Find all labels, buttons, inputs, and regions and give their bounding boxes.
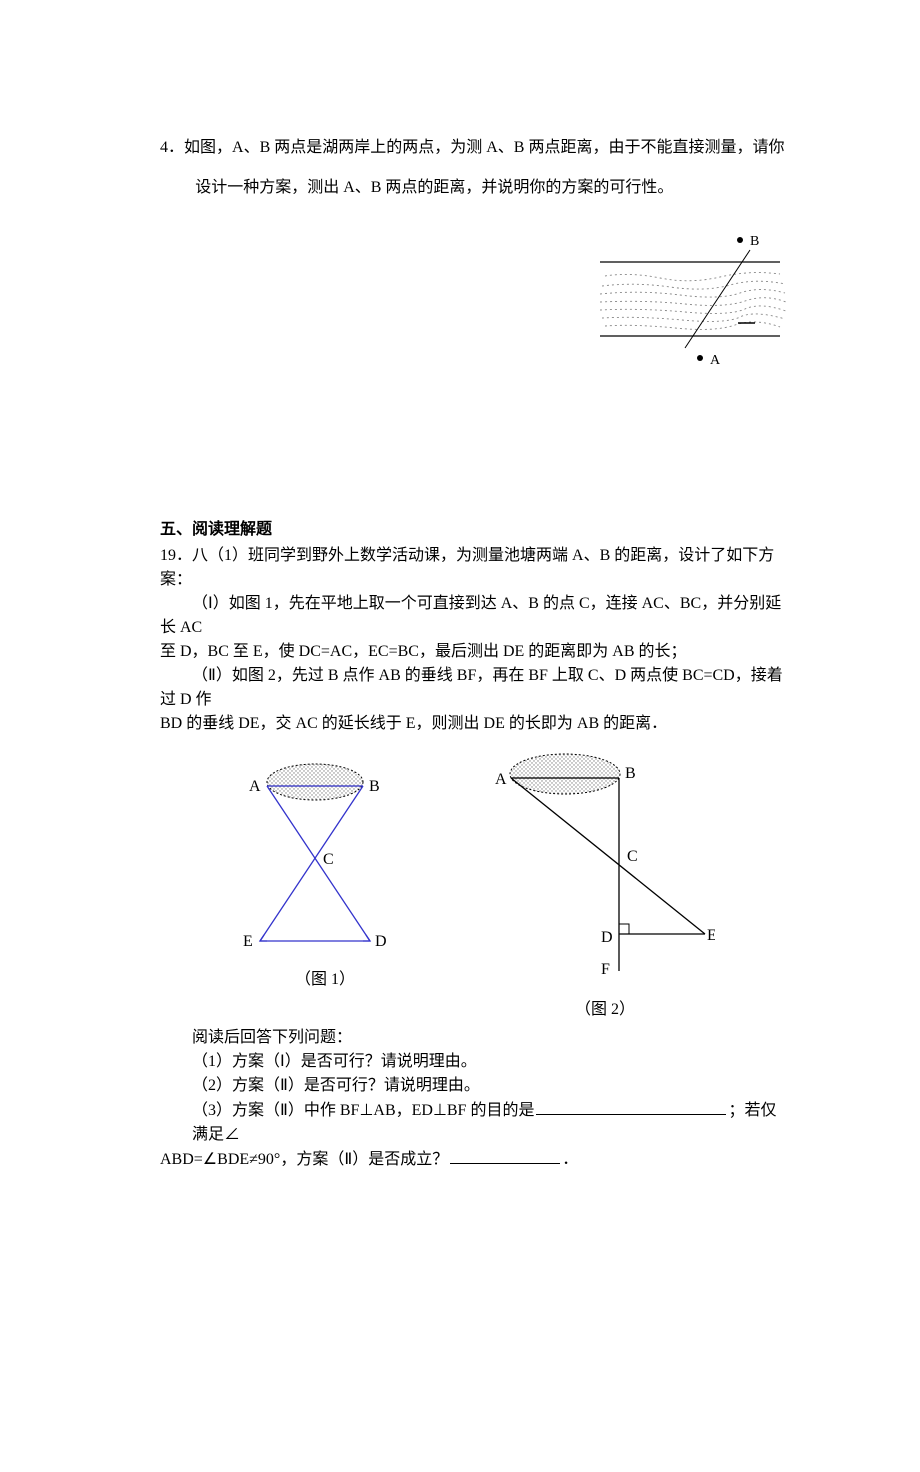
figure-1-caption: （图 1） [235,968,415,992]
fig2-label-F: F [601,961,610,978]
q19-sub3-d: ． [562,1151,578,1168]
q19-sub3-c: ABD=∠BDE≠90°，方案（Ⅱ）是否成立？ [160,1151,448,1168]
q19-sub3-a: （3）方案（Ⅱ）中作 BF⊥AB，ED⊥BF 的目的是 [192,1102,534,1119]
fig2-label-B: B [625,765,636,782]
q19-scheme1a: （Ⅰ）如图 1，先在平地上取一个可直接到达 A、B 的点 C，连接 AC、BC，… [160,592,790,640]
q19-scheme1b: 至 D，BC 至 E，使 DC=AC，EC=BC，最后测出 DE 的距离即为 A… [160,640,790,664]
fig1-label-A: A [249,778,261,795]
q19-read-prompt: 阅读后回答下列问题： [160,1026,790,1050]
q4-line2: 设计一种方案，测出 A、B 两点的距离，并说明你的方案的可行性。 [160,176,790,200]
figure-1-diagram: A B C D E [235,746,415,956]
q19-sub2: （2）方案（Ⅱ）是否可行？请说明理由。 [160,1074,790,1098]
q4-line1: 4．如图，A、B 两点是湖两岸上的两点，为测 A、B 两点距离，由于不能直接测量… [160,136,790,160]
q19-sub1: （1）方案（Ⅰ）是否可行？请说明理由。 [160,1050,790,1074]
section-5-heading: 五、阅读理解题 [160,518,790,542]
fig2-label-C: C [627,848,638,865]
fig2-label-E: E [707,927,715,944]
fig1-label-C: C [323,851,334,868]
q19-scheme2a: （Ⅱ）如图 2，先过 B 点作 AB 的垂线 BF，再在 BF 上取 C、D 两… [160,664,790,712]
blank-2 [450,1147,560,1164]
fig1-label-E: E [243,933,253,950]
fig2-label-A: A [495,771,507,788]
figure-2-caption: （图 2） [495,998,715,1022]
fig1-label-B: B [369,778,380,795]
q4-figure-wrap: A B [160,228,790,378]
blank-1 [536,1098,726,1115]
q19-sub3-line1: （3）方案（Ⅱ）中作 BF⊥AB，ED⊥BF 的目的是；若仅满足∠ [160,1098,790,1147]
label-A: A [710,353,721,368]
q19-number: 19． [160,547,192,564]
question-19: 19．八（1）班同学到野外上数学活动课，为测量池塘两端 A、B 的距离，设计了如… [160,544,790,1172]
figure-2-col: A B C D E F （图 2） [495,746,715,1022]
q19-intro-text: 八（1）班同学到野外上数学活动课，为测量池塘两端 A、B 的距离，设计了如下方案… [160,547,774,588]
q19-scheme2b: BD 的垂线 DE，交 AC 的延长线于 E，则测出 DE 的长即为 AB 的距… [160,712,790,736]
label-B: B [750,234,759,249]
q4-number: 4． [160,139,184,156]
q19-figures: A B C D E （图 1） [160,746,790,1022]
q4-text-line1: 如图，A、B 两点是湖两岸上的两点，为测 A、B 两点距离，由于不能直接测量，请… [184,139,784,156]
lake-diagram: A B [590,228,790,378]
figure-2-diagram: A B C D E F [495,746,715,986]
figure-1-col: A B C D E （图 1） [235,746,415,1022]
question-4: 4．如图，A、B 两点是湖两岸上的两点，为测 A、B 两点距离，由于不能直接测量… [160,136,790,200]
fig1-label-D: D [375,933,387,950]
q19-intro-line: 19．八（1）班同学到野外上数学活动课，为测量池塘两端 A、B 的距离，设计了如… [160,544,790,592]
fig2-label-D: D [601,929,613,946]
q19-questions: 阅读后回答下列问题： （1）方案（Ⅰ）是否可行？请说明理由。 （2）方案（Ⅱ）是… [160,1026,790,1172]
q19-sub3-line2: ABD=∠BDE≠90°，方案（Ⅱ）是否成立？ ． [160,1147,790,1172]
